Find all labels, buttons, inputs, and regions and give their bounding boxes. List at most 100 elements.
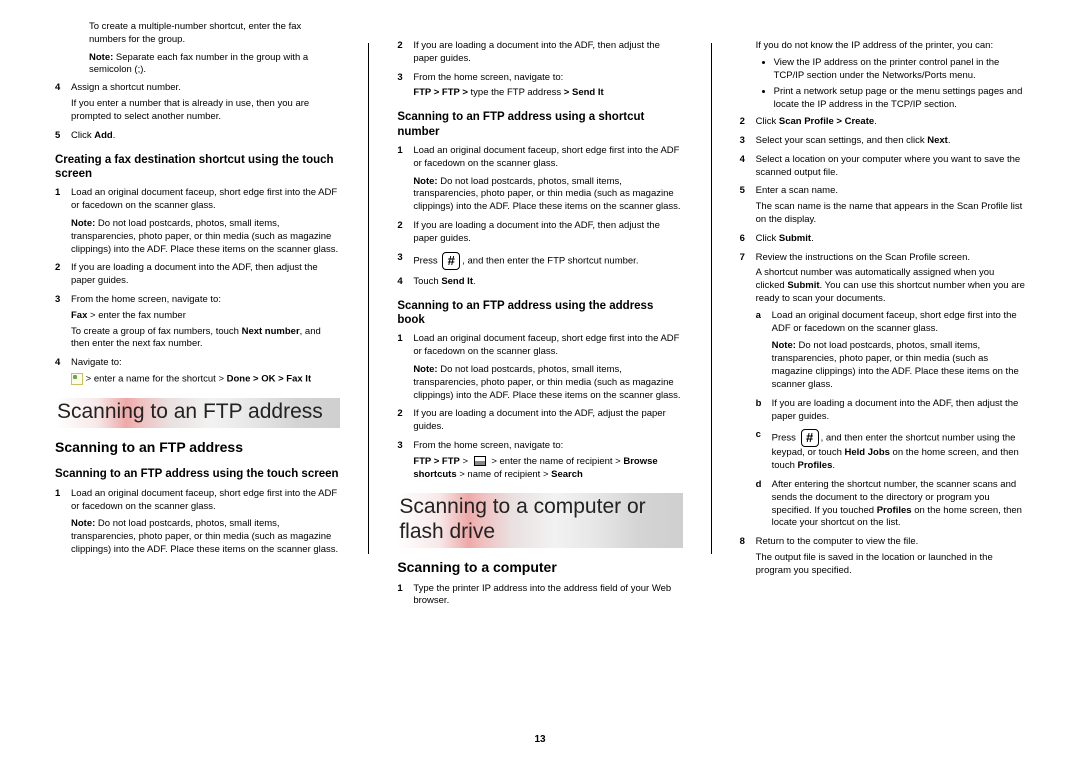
note-text: Separate each fax number in the group wi… xyxy=(89,52,308,76)
step-2: 2 If you are loading a document into the… xyxy=(397,220,682,246)
column-divider-1 xyxy=(368,43,369,554)
step-4: 4 Assign a shortcut number. If you enter… xyxy=(55,82,340,123)
step-4: 4 Select a location on your computer whe… xyxy=(740,154,1025,180)
path-text: type the FTP address xyxy=(471,87,562,98)
text-bold: Next number xyxy=(242,326,300,337)
heading-ftp-sub: Scanning to an FTP address xyxy=(55,438,340,457)
t-bold: Scan Profile > Create xyxy=(779,116,874,127)
step-text-bold: Add xyxy=(94,130,112,141)
note-label: Note: xyxy=(772,340,796,351)
fax-steps: 1 Load an original document faceup, shor… xyxy=(55,187,340,386)
step-text: Load an original document faceup, short … xyxy=(71,187,340,213)
ftp-step-1: 1 Load an original document faceup, shor… xyxy=(55,488,340,557)
note-text: Do not load postcards, photos, small ite… xyxy=(71,518,338,555)
substeps: a Load an original document faceup, shor… xyxy=(756,310,1025,530)
ftp-touch-steps: 1 Load an original document faceup, shor… xyxy=(55,488,340,557)
shortcut-icon xyxy=(71,373,83,385)
fax-step-1: 1 Load an original document faceup, shor… xyxy=(55,187,340,256)
text-pre: Touch xyxy=(413,276,441,287)
step-1: 1 Load an original document faceup, shor… xyxy=(397,145,682,214)
note-label: Note: xyxy=(71,218,95,229)
t-bold: Submit xyxy=(787,280,819,291)
step-2: 2 Click Scan Profile > Create. xyxy=(740,116,1025,129)
note-text: Do not load postcards, photos, small ite… xyxy=(772,340,1019,389)
t-bold: Submit xyxy=(779,233,811,244)
note-block: Note: Do not load postcards, photos, sma… xyxy=(71,218,340,256)
nav-path: FTP > FTP > type the FTP address > Send … xyxy=(413,87,682,100)
intro-text: If you do not know the IP address of the… xyxy=(740,40,1025,53)
hash-button-icon: # xyxy=(801,429,819,447)
step-text: If you are loading a document into the A… xyxy=(413,408,665,432)
step-text: From the home screen, navigate to: xyxy=(413,440,682,453)
step-text: Load an original document faceup, short … xyxy=(413,145,682,171)
step-subtext: A shortcut number was automatically assi… xyxy=(756,267,1025,305)
step-6: 6 Click Submit. xyxy=(740,233,1025,246)
note-block: Note: Do not load postcards, photos, sma… xyxy=(413,176,682,214)
nav-path: Fax > enter the fax number xyxy=(71,310,340,323)
ftp-shortcut-steps: 1 Load an original document faceup, shor… xyxy=(397,145,682,289)
ftp-touch-cont: 2 If you are loading a document into the… xyxy=(397,40,682,100)
step-4: 4 Touch Send It. xyxy=(397,276,682,289)
ftp-step-2: 2 If you are loading a document into the… xyxy=(397,40,682,66)
note-text: Do not load postcards, photos, small ite… xyxy=(413,364,680,401)
step-1: 1 Load an original document faceup, shor… xyxy=(397,333,682,402)
computer-steps: 1 Type the printer IP address into the a… xyxy=(397,583,682,609)
step-subtext: The scan name is the name that appears i… xyxy=(756,201,1025,227)
fax-step-3: 3 From the home screen, navigate to: Fax… xyxy=(55,294,340,351)
step-text: From the home screen, navigate to: xyxy=(413,72,682,85)
address-book-icon xyxy=(474,456,486,466)
path-bold1: FTP > FTP > xyxy=(413,87,470,98)
column-3: If you do not know the IP address of the… xyxy=(740,18,1025,614)
ftp-addr-steps: 1 Load an original document faceup, shor… xyxy=(397,333,682,481)
column-2: 2 If you are loading a document into the… xyxy=(397,18,682,614)
step-3: 3 From the home screen, navigate to: FTP… xyxy=(397,440,682,481)
bullet-1: View the IP address on the printer contr… xyxy=(774,57,1025,83)
column-1: To create a multiple-number shortcut, en… xyxy=(55,18,340,614)
hash-button-icon: # xyxy=(442,252,460,270)
substep-d: d After entering the shortcut number, th… xyxy=(756,479,1025,530)
p1: FTP > FTP xyxy=(413,456,460,467)
step-text: Navigate to: xyxy=(71,357,340,370)
note-label: Note: xyxy=(413,364,437,375)
heading-ftp-addressbook: Scanning to an FTP address using the add… xyxy=(397,299,682,328)
step-subtext: The output file is saved in the location… xyxy=(756,552,1025,578)
note-text: Do not load postcards, photos, small ite… xyxy=(71,218,338,255)
substep-a: a Load an original document faceup, shor… xyxy=(756,310,1025,392)
p6: Search xyxy=(551,469,583,480)
t-pre: Press xyxy=(772,433,799,444)
path-text: > enter a name for the shortcut > xyxy=(83,374,227,385)
heading-ftp-shortcut: Scanning to an FTP address using a short… xyxy=(397,110,682,139)
step-text: Type the printer IP address into the add… xyxy=(413,583,671,607)
t-b2: Profiles xyxy=(798,460,833,471)
step-2: 2 If you are loading a document into the… xyxy=(397,408,682,434)
step-text: If you are loading a document into the A… xyxy=(413,220,660,244)
text-post: . xyxy=(473,276,476,287)
t-post: . xyxy=(811,233,814,244)
step-text: Review the instructions on the Scan Prof… xyxy=(756,252,1025,265)
t-pre: Click xyxy=(756,116,779,127)
heading-computer-flash: Scanning to a computer or flash drive xyxy=(397,493,682,547)
heading-ftp-main: Scanning to an FTP address xyxy=(55,398,340,428)
step-text: If you are loading a document into the A… xyxy=(413,40,660,64)
bullet-2: Print a network setup page or the menu s… xyxy=(774,86,1025,112)
bullet-list: View the IP address on the printer contr… xyxy=(740,57,1025,112)
t-bold: Next xyxy=(927,135,948,146)
step-text: Return to the computer to view the file. xyxy=(756,536,1025,549)
path-bold: Done > OK > Fax It xyxy=(227,374,311,385)
p5: > name of recipient > xyxy=(457,469,552,480)
path-bold: Fax xyxy=(71,310,87,321)
substep-b: b If you are loading a document into the… xyxy=(756,398,1025,424)
note-block: Note: Do not load postcards, photos, sma… xyxy=(772,340,1025,391)
step-text: Load an original document faceup, short … xyxy=(413,333,682,359)
page-container: To create a multiple-number shortcut, en… xyxy=(0,0,1080,614)
steps-list: 4 Assign a shortcut number. If you enter… xyxy=(55,82,340,142)
column-divider-2 xyxy=(711,43,712,554)
t-post: . xyxy=(948,135,951,146)
step-text: If you are loading a document into the A… xyxy=(71,262,318,286)
heading-ftp-touch: Scanning to an FTP address using the tou… xyxy=(55,467,340,481)
t-b1: Held Jobs xyxy=(845,447,890,458)
step-subtext: To create a group of fax numbers, touch … xyxy=(71,326,340,352)
t-pre: Click xyxy=(756,233,779,244)
note-label: Note: xyxy=(71,518,95,529)
t-pre: Select your scan settings, and then clic… xyxy=(756,135,928,146)
